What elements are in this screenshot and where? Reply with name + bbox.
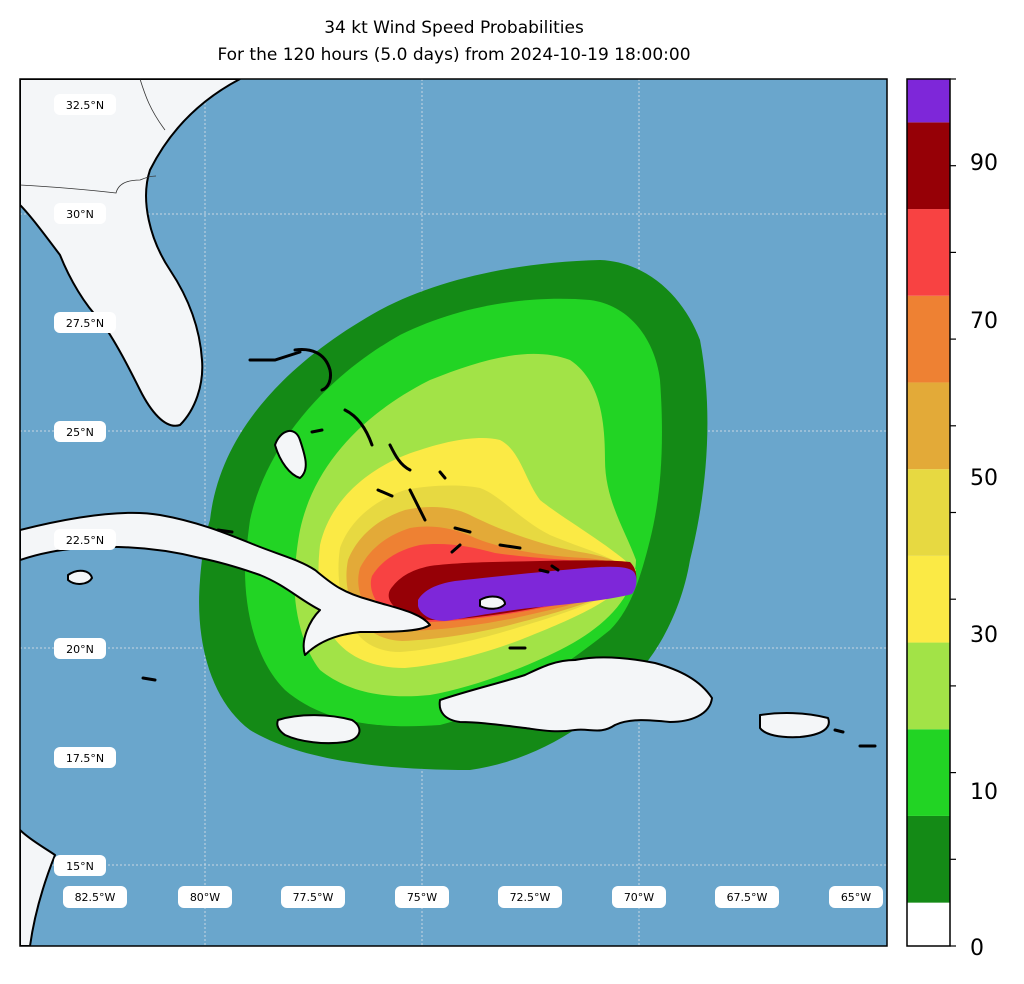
colorbar-ticks: [950, 78, 956, 947]
lon-label-67-5: 67.5°W: [727, 891, 768, 904]
cuba: [20, 511, 431, 656]
andros-island: [274, 430, 307, 479]
colorbar-tick-50: 50: [970, 466, 998, 491]
lat-label-20: 20°N: [66, 643, 94, 656]
florida-us-coast: [20, 79, 241, 427]
colorbar-segment: [907, 815, 950, 903]
hispaniola: [438, 656, 713, 733]
colorbar-segments: [907, 79, 950, 946]
latitude-labels: 32.5°N 30°N 27.5°N 25°N 22.5°N 20°N 17.5…: [54, 94, 116, 876]
colorbar-segment: [907, 729, 950, 816]
lon-label-72-5: 72.5°W: [510, 891, 551, 904]
colorbar-tick-70: 70: [970, 309, 998, 334]
colorbar-segment: [907, 122, 950, 210]
colorbar-segment: [907, 295, 950, 383]
puerto-rico: [759, 712, 830, 739]
lon-label-82-5: 82.5°W: [75, 891, 116, 904]
small-island-1: [67, 569, 93, 585]
colorbar-segment: [907, 902, 950, 946]
land: [20, 79, 830, 946]
colorbar-segment: [907, 555, 950, 643]
map-title: 34 kt Wind Speed Probabilities: [324, 18, 584, 38]
bahamas-cays: [141, 348, 877, 748]
colorbar-segment: [907, 382, 950, 470]
lon-label-65: 65°W: [841, 891, 871, 904]
colorbar-tick-30: 30: [970, 623, 998, 648]
colorbar-segment: [907, 209, 950, 296]
map-subtitle: For the 120 hours (5.0 days) from 2024-1…: [217, 45, 691, 65]
lat-label-27-5: 27.5°N: [66, 317, 104, 330]
small-island-2: [479, 595, 506, 610]
lon-label-75: 75°W: [407, 891, 437, 904]
colorbar-segment: [907, 642, 950, 730]
lon-label-77-5: 77.5°W: [293, 891, 334, 904]
colorbar-tick-0: 0: [970, 936, 984, 961]
lon-label-70: 70°W: [624, 891, 654, 904]
lat-label-22-5: 22.5°N: [66, 534, 104, 547]
lat-label-15: 15°N: [66, 860, 94, 873]
colorbar-tick-10: 10: [970, 780, 998, 805]
jamaica: [276, 714, 361, 745]
contour-95-100: [418, 566, 637, 621]
lat-label-32-5: 32.5°N: [66, 99, 104, 112]
longitude-labels: 82.5°W 80°W 77.5°W 75°W 72.5°W 70°W 67.5…: [63, 886, 883, 908]
colorbar-tick-90: 90: [970, 151, 998, 176]
colorbar-segment: [907, 469, 950, 556]
lat-label-30: 30°N: [66, 208, 94, 221]
lon-label-80: 80°W: [190, 891, 220, 904]
colorbar: 0 10 30 50 70 90: [906, 78, 998, 961]
colorbar-segment: [907, 79, 950, 123]
lat-label-17-5: 17.5°N: [66, 752, 104, 765]
lat-label-25: 25°N: [66, 426, 94, 439]
central-america-coast: [20, 829, 56, 946]
map-frame: [19, 78, 888, 947]
state-borders: [20, 79, 166, 194]
